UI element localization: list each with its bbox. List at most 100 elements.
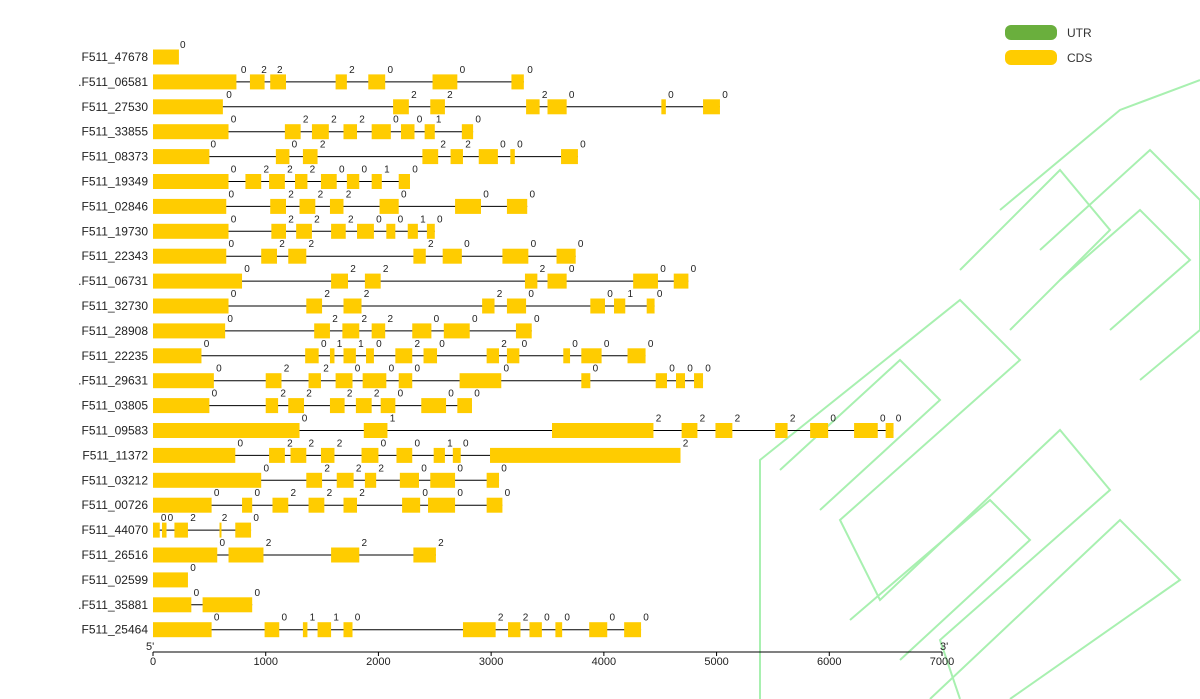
intron-phase-label: 2 — [542, 90, 548, 101]
cds-block — [379, 198, 399, 214]
cds-block — [482, 298, 495, 314]
intron-phase-label: 0 — [691, 264, 697, 275]
cds-block — [398, 373, 413, 389]
intron-phase-label: 0 — [417, 115, 423, 126]
intron-phase-label: 0 — [687, 364, 693, 375]
gene-label: F511_03805 — [81, 399, 148, 413]
intron-phase-label: 2 — [314, 214, 320, 225]
intron-phase-label: 2 — [288, 214, 294, 225]
intron-phase-label: 2 — [323, 364, 329, 375]
cds-block — [371, 174, 382, 189]
intron-phase-label: 0 — [226, 90, 232, 101]
intron-phase-label: 2 — [497, 289, 503, 300]
cds-block — [393, 99, 409, 115]
cds-block — [428, 497, 456, 513]
intron-phase-label: 2 — [327, 488, 333, 499]
intron-phase-label: 0 — [660, 264, 666, 275]
cds-block — [329, 398, 345, 414]
cds-block — [457, 398, 472, 414]
cds-block — [590, 298, 605, 314]
intron-phase-label: 2 — [309, 438, 315, 449]
intron-phase-label: 0 — [220, 538, 226, 549]
gene-label: .F511_06731 — [78, 274, 148, 288]
cds-block — [153, 323, 226, 339]
cds-block — [272, 497, 289, 513]
intron-phase-label: 0 — [231, 165, 237, 176]
intron-phase-label: 0 — [607, 289, 613, 300]
intron-phase-label: 0 — [464, 239, 470, 250]
cds-block — [153, 74, 237, 90]
cds-block — [552, 423, 654, 438]
gene-label: F511_11372 — [82, 448, 148, 462]
cds-block — [329, 198, 344, 214]
gene-label: .F511_35881 — [78, 598, 148, 612]
intron-phase-label: 0 — [517, 140, 523, 151]
cds-block — [331, 223, 346, 239]
cds-block — [368, 74, 386, 90]
intron-phase-label: 0 — [244, 264, 250, 275]
cds-block — [153, 373, 214, 389]
cds-block — [506, 348, 520, 364]
cds-block — [219, 522, 222, 538]
intron-phase-label: 2 — [359, 488, 365, 499]
intron-phase-label: 2 — [280, 389, 286, 400]
cds-block — [317, 622, 332, 638]
intron-phase-label: 0 — [578, 239, 584, 250]
cds-block — [398, 174, 410, 189]
cds-block — [486, 348, 500, 364]
intron-phase-label: 0 — [376, 339, 382, 350]
gene-label: F511_25464 — [81, 623, 148, 637]
intron-phase-label: 0 — [414, 364, 420, 375]
intron-phase-label: 2 — [324, 463, 330, 474]
cds-block — [153, 398, 210, 414]
intron-phase-label: 0 — [302, 414, 308, 425]
gene-label: F511_47678 — [81, 50, 148, 64]
x-tick-label: 5000 — [704, 656, 728, 668]
cds-block — [343, 348, 356, 364]
intron-phase-label: 2 — [287, 165, 293, 176]
cds-block — [153, 497, 212, 513]
gene-row: F511_03805 0 2 2 2 2 0 0 0 — [81, 389, 480, 414]
intron-phase-label: 2 — [309, 239, 315, 250]
cds-block — [486, 472, 500, 488]
cds-block — [430, 99, 445, 115]
intron-phase-label: 0 — [564, 613, 570, 624]
x-axis: 5' 3' 0 1000 2000 3000 4000 5000 6000 7000 — [146, 641, 954, 668]
legend-label-cds: CDS — [1067, 51, 1092, 65]
gene-label: F511_02599 — [81, 573, 148, 587]
gene-label: F511_19349 — [81, 175, 148, 189]
intron-phase-label: 0 — [414, 438, 420, 449]
cds-block — [511, 74, 524, 90]
cds-block — [421, 398, 447, 414]
cds-block — [442, 248, 462, 264]
cds-block — [854, 423, 878, 438]
cds-block — [335, 74, 347, 90]
intron-phase-label: 0 — [527, 65, 533, 76]
intron-phase-label: 0 — [231, 214, 237, 225]
intron-phase-label: 2 — [291, 488, 297, 499]
cds-block — [413, 547, 436, 563]
intron-phase-label: 0 — [421, 463, 427, 474]
cds-block — [681, 423, 698, 438]
intron-phase-label: 0 — [569, 264, 575, 275]
intron-phase-label: 2 — [374, 389, 380, 400]
five-prime-label: 5' — [146, 641, 154, 653]
cds-block — [162, 522, 167, 538]
intron-phase-label: 0 — [439, 339, 445, 350]
gene-label: F511_26516 — [81, 548, 148, 562]
gene-row: F511_47678 0 — [81, 40, 186, 65]
intron-phase-label: 0 — [669, 364, 675, 375]
intron-phase-label: 0 — [501, 463, 507, 474]
gene-label: F511_22343 — [81, 249, 148, 263]
intron-phase-label: 0 — [705, 364, 711, 375]
x-tick-label: 7000 — [930, 656, 954, 668]
gene-tracks: F511_47678 0 .F511_06581 0 2 2 2 0 0 0 F511_27530 0… — [78, 40, 902, 638]
intron-phase-label: 2 — [348, 214, 354, 225]
gene-row: F511_33855 0 2 2 2 0 0 1 0 — [81, 115, 481, 140]
intron-phase-label: 0 — [393, 115, 399, 126]
cds-block — [153, 273, 243, 289]
gene-label: F511_27530 — [81, 100, 148, 114]
cds-block — [386, 223, 396, 239]
